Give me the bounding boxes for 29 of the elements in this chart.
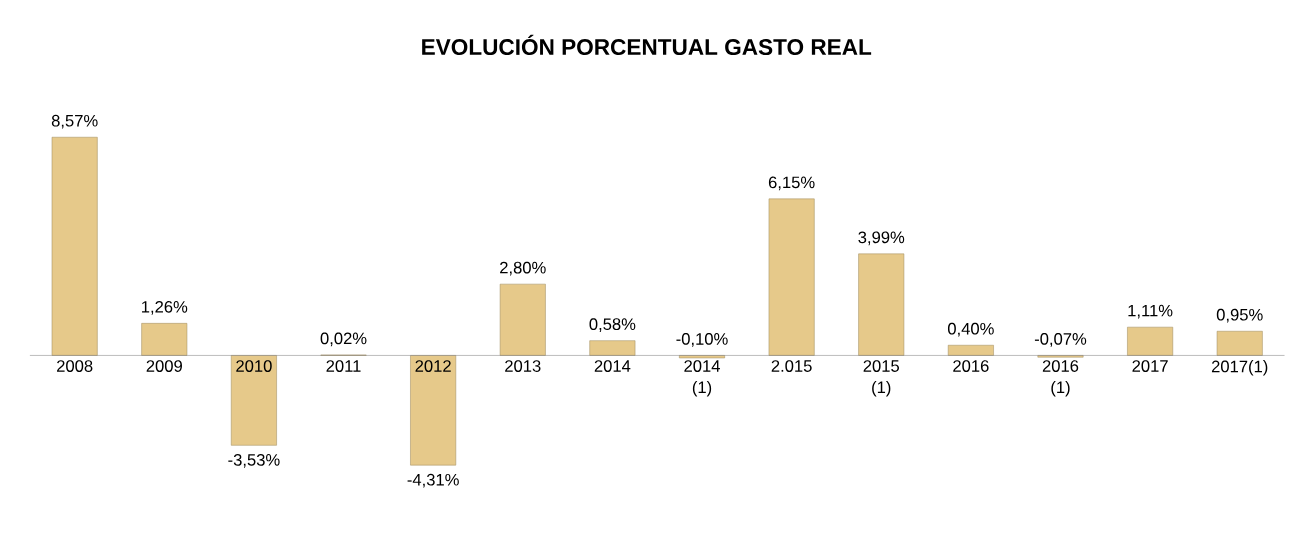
data-label: 6,15% <box>768 176 815 191</box>
data-label: -4,31% <box>407 473 459 488</box>
x-tick-label: 2016 <box>953 360 989 372</box>
x-tick-label: 2016 (1) <box>1042 360 1079 397</box>
data-label: 0,02% <box>320 332 367 347</box>
x-tick-label: 2008 <box>57 360 93 372</box>
data-label: 0,95% <box>1216 308 1263 323</box>
data-label: 1,26% <box>142 301 188 315</box>
chart-title: EVOLUCIÓN PORCENTUAL GASTO REAL <box>422 34 872 56</box>
x-tick-label: 2015 (1) <box>863 360 900 397</box>
x-tick-label: 2010 <box>236 360 272 372</box>
x-tick-label: 2011 <box>326 360 361 372</box>
x-tick-label: 2013 <box>505 360 541 372</box>
data-label: 8,57% <box>51 114 98 129</box>
data-label: 2,80% <box>500 261 546 276</box>
x-tick-label: 2014 <box>594 360 631 372</box>
x-tick-label: 2009 <box>146 360 182 372</box>
x-tick-label: 2017(1) <box>1211 360 1268 376</box>
x-tick-label: 2.015 <box>771 360 812 372</box>
data-label: -0,10% <box>676 333 728 347</box>
x-tick-label: 2014 (1) <box>684 360 720 397</box>
data-label: 0,58% <box>589 318 636 333</box>
data-label: -3,53% <box>228 454 280 468</box>
data-label: 0,40% <box>947 322 994 337</box>
data-label: -0,07% <box>1034 333 1087 347</box>
x-tick-label: 2012 <box>415 360 451 372</box>
data-label: 1,11% <box>1128 304 1173 319</box>
data-label: 3,99% <box>858 231 905 246</box>
x-tick-label: 2017 <box>1132 360 1168 372</box>
